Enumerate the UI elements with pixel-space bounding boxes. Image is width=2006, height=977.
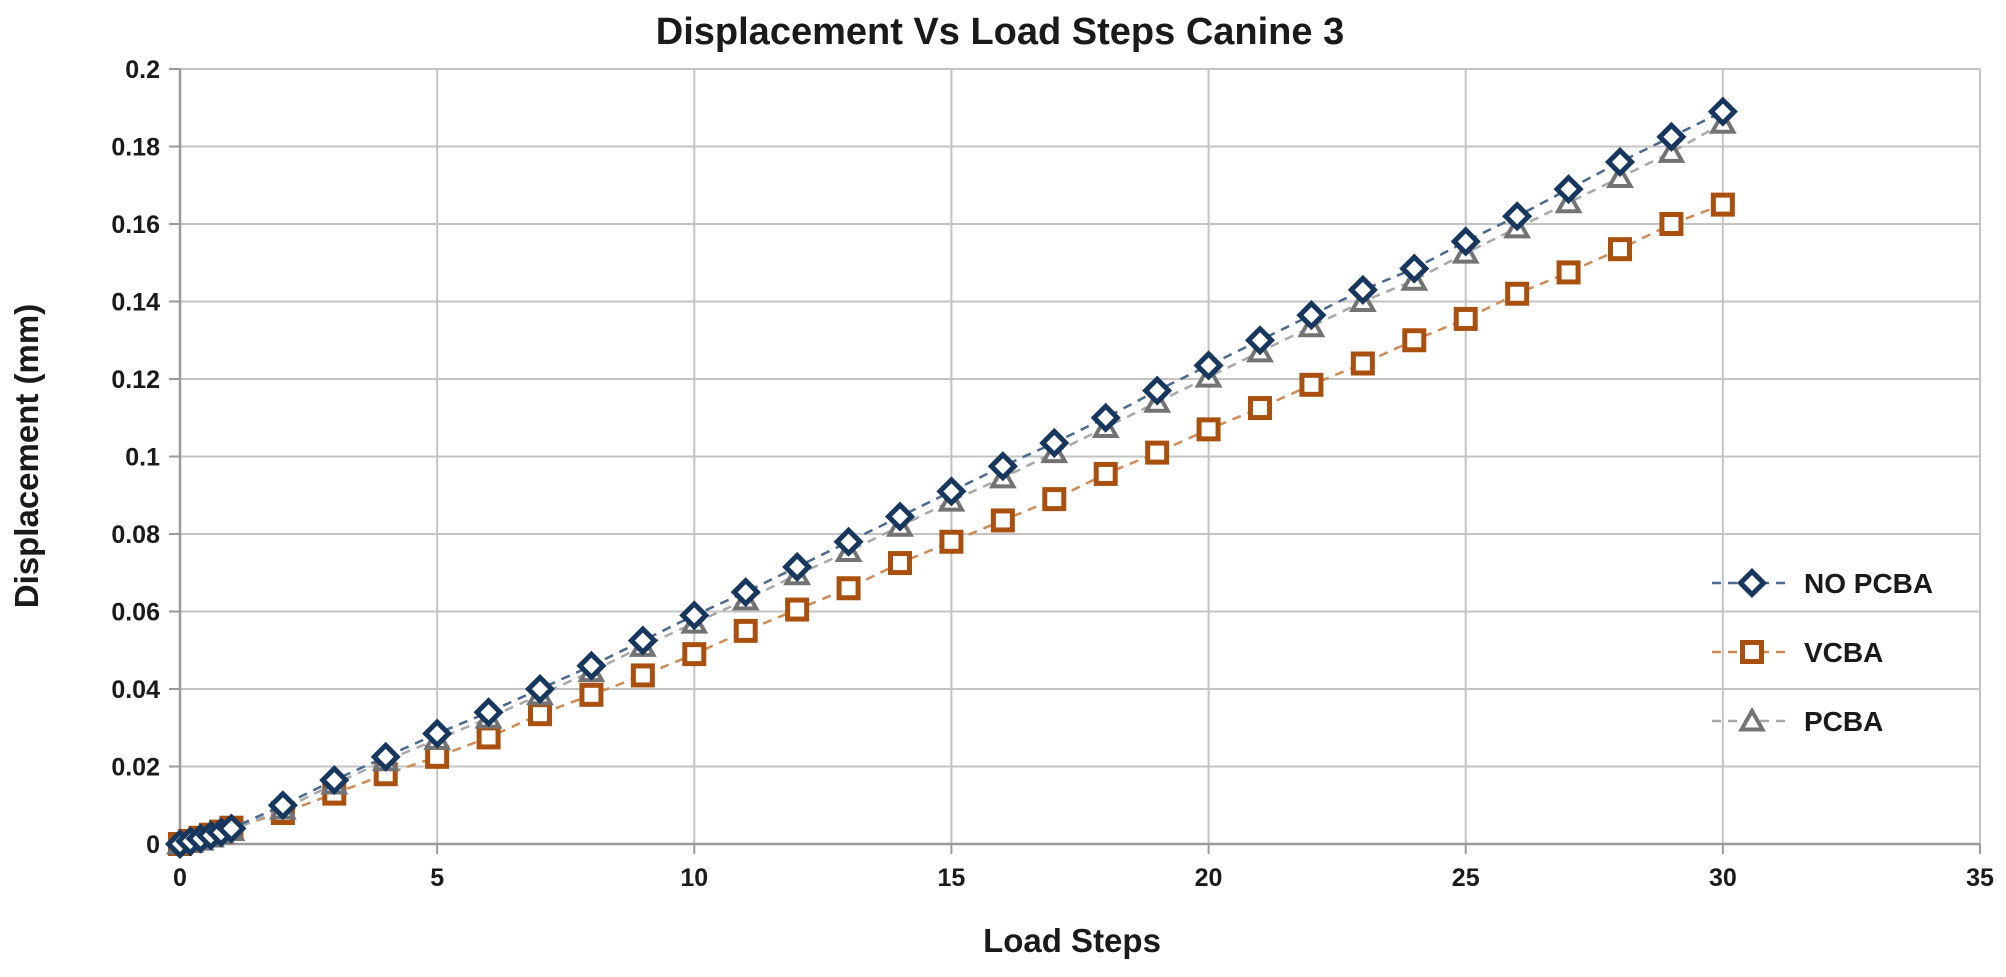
marker-vcba-27 [1556, 260, 1581, 285]
series-no-pcba [164, 96, 1738, 860]
marker-no-pcba-17 [1039, 427, 1070, 458]
marker-vcba-10 [682, 642, 707, 667]
marker-no-pcba-6 [473, 697, 504, 728]
marker-vcba-12 [785, 597, 810, 622]
marker-vcba-14 [888, 551, 912, 576]
y-tick-label-0.18: 0.18 [111, 134, 160, 162]
marker-no-pcba-5 [422, 718, 453, 749]
marker-vcba-18 [1093, 461, 1118, 486]
marker-no-pcba-30 [1707, 96, 1738, 127]
x-tick-label-15: 15 [938, 864, 966, 892]
x-tick-label-10: 10 [680, 864, 708, 892]
marker-vcba-17 [1042, 487, 1067, 512]
marker-no-pcba-14 [884, 501, 916, 532]
marker-vcba-25 [1453, 306, 1478, 331]
y-tick-label-0.06: 0.06 [111, 599, 160, 627]
marker-vcba-26 [1505, 281, 1530, 306]
marker-vcba-29 [1659, 212, 1684, 236]
marker-no-pcba-3 [319, 765, 350, 796]
legend: NO PCBA VCBA PCBA [1712, 567, 1933, 737]
legend-entry-pcba: PCBA [1712, 706, 1883, 737]
marker-no-pcba-11 [730, 577, 761, 608]
marker-no-pcba-18 [1090, 402, 1121, 433]
marker-vcba-30 [1710, 192, 1735, 217]
marker-vcba-11 [733, 618, 758, 643]
y-axis-title: Displacement (mm) [8, 304, 45, 608]
legend-marker-pcba [1738, 706, 1766, 732]
marker-no-pcba-20 [1193, 350, 1224, 381]
legend-marker-vcba [1740, 640, 1764, 664]
x-tick-label-0: 0 [173, 864, 187, 892]
marker-no-pcba-2 [267, 790, 298, 821]
chart-title: Displacement Vs Load Steps Canine 3 [656, 11, 1344, 53]
plot-series [164, 96, 1738, 860]
marker-no-pcba-26 [1502, 201, 1533, 232]
marker-no-pcba-4 [370, 741, 401, 772]
legend-label-pcba: PCBA [1804, 706, 1883, 737]
y-tick-label-0.2: 0.2 [125, 56, 160, 84]
marker-vcba-8 [579, 682, 604, 707]
legend-entry-no-pcba: NO PCBA [1712, 567, 1933, 599]
marker-vcba-7 [528, 702, 552, 727]
marker-no-pcba-28 [1604, 146, 1636, 178]
legend-entry-vcba: VCBA [1712, 637, 1883, 668]
marker-no-pcba-13 [833, 526, 864, 557]
marker-vcba-28 [1608, 237, 1632, 262]
legend-label-vcba: VCBA [1804, 637, 1883, 668]
marker-no-pcba-7 [524, 673, 556, 705]
y-tick-label-0.12: 0.12 [111, 366, 160, 394]
marker-vcba-20 [1196, 417, 1221, 442]
marker-vcba-9 [630, 663, 655, 688]
marker-no-pcba-24 [1399, 253, 1430, 284]
marker-no-pcba-9 [627, 625, 658, 656]
y-tick-label-0.04: 0.04 [111, 676, 160, 704]
marker-vcba-24 [1402, 328, 1427, 353]
marker-no-pcba-25 [1450, 226, 1481, 257]
marker-no-pcba-12 [782, 551, 813, 582]
legend-label-no-pcba: NO PCBA [1804, 568, 1933, 599]
marker-no-pcba-29 [1656, 121, 1687, 152]
x-tick-label-20: 20 [1195, 864, 1223, 892]
marker-vcba-5 [425, 744, 450, 769]
series-line-pcba [179, 122, 1724, 846]
marker-vcba-16 [990, 508, 1015, 533]
series-line-no-pcba [179, 110, 1724, 846]
marker-no-pcba-21 [1244, 325, 1276, 356]
marker-no-pcba-19 [1142, 375, 1173, 406]
marker-vcba-19 [1145, 440, 1170, 465]
y-tick-labels: 0 0.02 0.04 0.06 0.08 0.1 0.12 0.14 0.16 0.18 0.2 [111, 56, 160, 859]
marker-vcba-15 [939, 529, 964, 554]
y-tick-label-0.08: 0.08 [111, 521, 160, 549]
x-tick-label-30: 30 [1709, 864, 1737, 892]
marker-no-pcba-15 [936, 476, 967, 507]
series-line-vcba [179, 203, 1724, 846]
x-axis-title: Load Steps [983, 922, 1161, 959]
marker-vcba-22 [1299, 372, 1324, 397]
marker-no-pcba-23 [1347, 274, 1378, 305]
marker-no-pcba-22 [1296, 300, 1327, 331]
y-tick-label-0.02: 0.02 [111, 754, 160, 782]
x-tick-label-5: 5 [430, 864, 444, 892]
legend-marker-no-pcba [1736, 567, 1768, 599]
y-tick-label-0.1: 0.1 [125, 444, 160, 472]
marker-no-pcba-27 [1553, 174, 1584, 205]
y-tick-label-0.16: 0.16 [111, 211, 160, 239]
marker-no-pcba-16 [987, 451, 1018, 482]
x-tick-label-35: 35 [1966, 864, 1994, 892]
marker-no-pcba-8 [576, 650, 607, 681]
x-tick-label-25: 25 [1452, 864, 1480, 892]
y-tick-label-0: 0 [146, 831, 160, 859]
marker-vcba-21 [1248, 396, 1272, 421]
marker-no-pcba-10 [679, 600, 710, 631]
marker-vcba-23 [1350, 351, 1375, 376]
marker-no-pcba-1 [216, 813, 247, 844]
y-tick-label-0.14: 0.14 [111, 289, 160, 317]
marker-vcba-13 [836, 576, 861, 601]
x-tick-labels: 0 5 10 15 20 25 30 35 [173, 864, 1994, 892]
marker-vcba-6 [476, 725, 501, 750]
